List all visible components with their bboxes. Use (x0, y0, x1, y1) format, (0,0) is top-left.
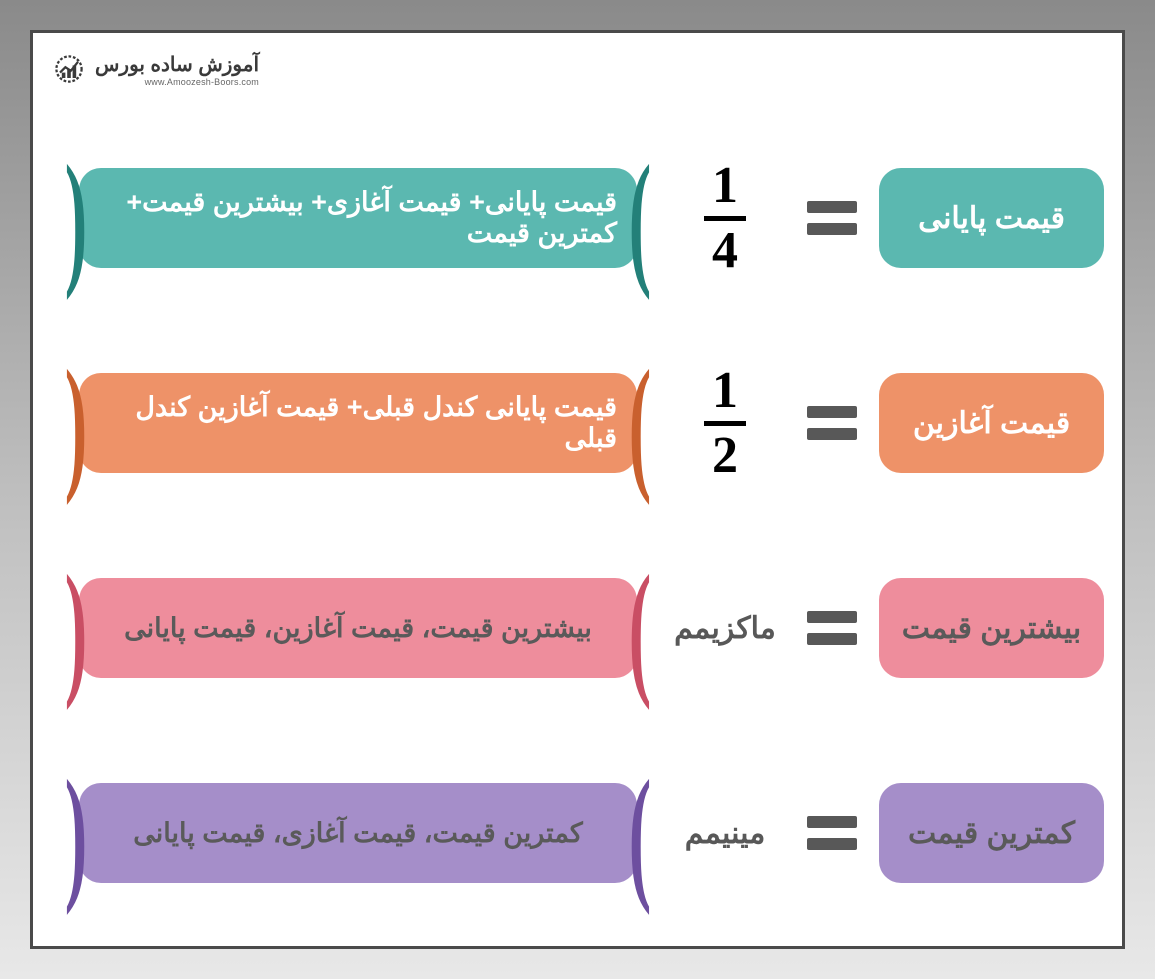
result-pill: کمترین قیمت (879, 783, 1104, 883)
logo: آموزش ساده بورس www.Amoozesh-Boors.com (51, 51, 259, 87)
operator: 12 (665, 365, 785, 482)
denominator: 4 (712, 225, 738, 277)
infographic-canvas: آموزش ساده بورس www.Amoozesh-Boors.com ق… (30, 30, 1125, 949)
formula-row: قیمت پایانی14)قیمت پایانی+ قیمت آغازی+ ب… (51, 153, 1104, 283)
operator-word: مینیمم (685, 816, 766, 851)
logo-subtitle: www.Amoozesh-Boors.com (145, 77, 259, 87)
paren-close-icon: ( (65, 576, 87, 681)
logo-title: آموزش ساده بورس (95, 52, 259, 77)
numerator: 1 (712, 160, 738, 212)
numerator: 1 (712, 365, 738, 417)
paren-close-icon: ( (65, 781, 87, 886)
paren-open-icon: ) (629, 371, 651, 476)
expression-pill: قیمت پایانی+ قیمت آغازی+ بیشترین قیمت+ ک… (79, 168, 637, 268)
paren-close-icon: ( (65, 166, 87, 271)
expression-group: )بیشترین قیمت، قیمت آغازین، قیمت پایانی( (51, 576, 665, 681)
paren-close-icon: ( (65, 371, 87, 476)
equals-icon (807, 201, 857, 235)
globe-chart-icon (51, 51, 87, 87)
expression-pill: قیمت پایانی کندل قبلی+ قیمت آغازین کندل … (79, 373, 637, 473)
operator: 14 (665, 160, 785, 277)
expression-group: )قیمت پایانی+ قیمت آغازی+ بیشترین قیمت+ … (51, 166, 665, 271)
denominator: 2 (712, 430, 738, 482)
formula-row: قیمت آغازین12)قیمت پایانی کندل قبلی+ قیم… (51, 358, 1104, 488)
formula-row: کمترین قیمتمینیمم)کمترین قیمت، قیمت آغاز… (51, 768, 1104, 898)
result-pill: قیمت آغازین (879, 373, 1104, 473)
expression-pill: کمترین قیمت، قیمت آغازی، قیمت پایانی (79, 783, 637, 883)
fraction: 14 (704, 160, 746, 277)
expression-pill: بیشترین قیمت، قیمت آغازین، قیمت پایانی (79, 578, 637, 678)
result-pill: بیشترین قیمت (879, 578, 1104, 678)
equals-icon (807, 406, 857, 440)
operator: ماکزیمم (665, 611, 785, 646)
expression-group: )قیمت پایانی کندل قبلی+ قیمت آغازین کندل… (51, 371, 665, 476)
expression-group: )کمترین قیمت، قیمت آغازی، قیمت پایانی( (51, 781, 665, 886)
formula-list: قیمت پایانی14)قیمت پایانی+ قیمت آغازی+ ب… (51, 153, 1104, 898)
operator: مینیمم (665, 816, 785, 851)
result-pill: قیمت پایانی (879, 168, 1104, 268)
operator-word: ماکزیمم (674, 611, 776, 646)
paren-open-icon: ) (629, 781, 651, 886)
paren-open-icon: ) (629, 166, 651, 271)
fraction: 12 (704, 365, 746, 482)
formula-row: بیشترین قیمتماکزیمم)بیشترین قیمت، قیمت آ… (51, 563, 1104, 693)
equals-icon (807, 611, 857, 645)
equals-icon (807, 816, 857, 850)
paren-open-icon: ) (629, 576, 651, 681)
